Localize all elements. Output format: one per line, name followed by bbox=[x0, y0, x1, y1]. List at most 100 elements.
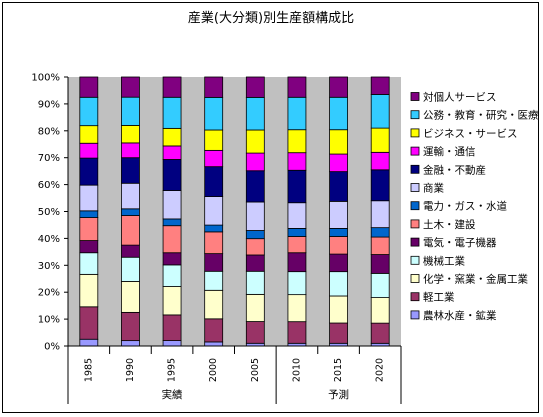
bar-segment bbox=[370, 254, 390, 274]
bar-segment bbox=[245, 238, 265, 256]
legend-swatch bbox=[410, 274, 420, 283]
legend-swatch bbox=[410, 292, 420, 302]
bar-segment bbox=[370, 322, 390, 344]
bar-segment bbox=[370, 127, 390, 153]
y-tick-label: 100% bbox=[31, 73, 60, 84]
bar-segment bbox=[121, 311, 140, 342]
bar-segment bbox=[287, 271, 307, 296]
bar-segment bbox=[121, 215, 140, 246]
bar-segment bbox=[204, 341, 224, 347]
bar-segment bbox=[162, 252, 182, 266]
bar-segment bbox=[121, 182, 140, 210]
bar-segment bbox=[245, 96, 265, 131]
bar-segment bbox=[79, 157, 99, 186]
bar-segment bbox=[121, 142, 140, 159]
legend-label: 電力・ガス・水道 bbox=[423, 200, 507, 213]
bar-segment bbox=[121, 281, 140, 313]
y-tick-label: 0% bbox=[44, 342, 60, 353]
legend-swatch bbox=[410, 110, 420, 120]
legend-label: 電気・電子機器 bbox=[423, 236, 497, 249]
bar-segment bbox=[204, 196, 224, 226]
bar-segment bbox=[204, 96, 224, 131]
bar-segment bbox=[329, 295, 348, 324]
legend-swatch bbox=[410, 146, 420, 156]
x-tick-label: 1990 bbox=[125, 358, 136, 382]
bar-segment bbox=[204, 224, 224, 233]
bar-segment bbox=[162, 225, 182, 254]
bar-segment bbox=[162, 264, 182, 287]
bar-segment bbox=[287, 236, 307, 254]
bar-segment bbox=[370, 272, 390, 298]
legend-item: ビジネス・サービス bbox=[410, 128, 518, 140]
bar-segment bbox=[287, 169, 307, 204]
legend-label: 対個人サービス bbox=[423, 91, 497, 104]
legend-item: 化学・窯業・金属工業 bbox=[410, 273, 528, 286]
bar-segment bbox=[79, 273, 99, 308]
bar-segment bbox=[370, 76, 390, 95]
legend-item: 対個人サービス bbox=[410, 91, 497, 104]
bar-segment bbox=[79, 306, 99, 340]
bar-segment bbox=[245, 293, 265, 322]
legend-label: 土木・建設 bbox=[423, 218, 476, 231]
bar-segment bbox=[370, 94, 390, 129]
bar-segment bbox=[245, 321, 265, 344]
bar-segment bbox=[329, 271, 348, 297]
bar-segment bbox=[329, 253, 348, 273]
legend-label: ビジネス・サービス bbox=[423, 128, 518, 140]
legend-label: 商業 bbox=[423, 182, 444, 195]
bar-segment bbox=[121, 244, 140, 258]
bar-segment bbox=[162, 76, 182, 98]
bar-segment bbox=[162, 286, 182, 316]
bar-segment bbox=[204, 129, 224, 151]
bar-segment bbox=[245, 129, 265, 154]
bar-segment bbox=[121, 208, 140, 216]
bar-segment bbox=[204, 289, 224, 320]
bar-segment bbox=[121, 96, 140, 126]
legend-item: 電力・ガス・水道 bbox=[410, 200, 507, 213]
bar-segment bbox=[329, 96, 348, 131]
bar-segment bbox=[204, 76, 224, 98]
bar-segment bbox=[79, 338, 99, 347]
bar-segment bbox=[287, 152, 307, 171]
bar-segment bbox=[162, 96, 182, 129]
bar-segment bbox=[329, 153, 348, 173]
bar-segment bbox=[245, 230, 265, 240]
bar-segment bbox=[79, 184, 99, 212]
bar-segment bbox=[287, 294, 307, 323]
bar-segment bbox=[162, 127, 182, 147]
bar-segment bbox=[121, 256, 140, 282]
bar-segment bbox=[79, 252, 99, 275]
bar-segment bbox=[162, 218, 182, 227]
bar-segment bbox=[121, 125, 140, 144]
group-label: 実績 bbox=[162, 388, 183, 401]
legend-item: 金融・不動産 bbox=[410, 163, 486, 176]
y-tick-label: 90% bbox=[38, 99, 60, 110]
legend-item: 公務・教育・研究・医療 bbox=[410, 109, 539, 122]
legend-item: 機械工業 bbox=[410, 254, 465, 267]
y-tick-label: 10% bbox=[38, 315, 60, 326]
bar-segment bbox=[162, 145, 182, 160]
bar-segment bbox=[121, 157, 140, 184]
legend: 対個人サービス公務・教育・研究・医療ビジネス・サービス運輸・通信金融・不動産商業… bbox=[410, 91, 539, 322]
bar-segment bbox=[287, 252, 307, 273]
legend-swatch bbox=[410, 183, 420, 192]
bar-segment bbox=[287, 76, 307, 98]
legend-swatch bbox=[410, 128, 420, 138]
bars-layer bbox=[79, 76, 390, 347]
bar-segment bbox=[162, 340, 182, 347]
plot-area bbox=[68, 77, 401, 346]
bar-segment bbox=[287, 202, 307, 229]
legend-swatch bbox=[410, 164, 420, 174]
y-tick-label: 30% bbox=[38, 261, 60, 272]
bar-segment bbox=[204, 270, 224, 291]
x-tick-label: 2010 bbox=[291, 358, 302, 382]
legend-label: 化学・窯業・金属工業 bbox=[423, 273, 528, 286]
legend-swatch bbox=[410, 237, 420, 247]
bar-segment bbox=[370, 200, 390, 229]
bar-segment bbox=[329, 171, 348, 202]
bar-segment bbox=[121, 76, 140, 98]
x-tick-label: 1985 bbox=[83, 358, 94, 382]
bar-segment bbox=[245, 270, 265, 295]
bar-segment bbox=[162, 314, 182, 341]
